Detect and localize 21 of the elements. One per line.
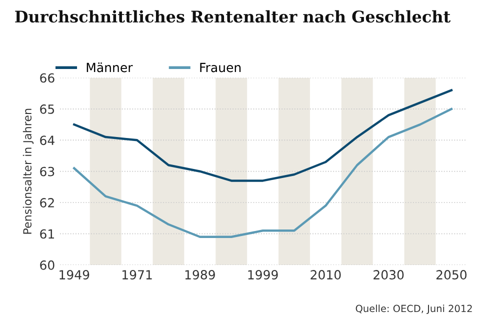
y-tick-label: 60	[40, 260, 54, 270]
y-axis-title: Pensionsalter in Jahren	[22, 108, 34, 234]
y-tick-label: 62	[40, 198, 54, 208]
legend-label: Frauen	[200, 62, 241, 72]
y-tick-label: 65	[40, 104, 54, 114]
y-tick-label: 64	[40, 136, 54, 146]
line-series	[73, 108, 453, 238]
y-tick-label: 66	[40, 73, 54, 83]
x-tick-label: 1971	[122, 270, 152, 280]
x-tick-label: 2030	[374, 270, 404, 280]
y-tick-label: 61	[40, 229, 54, 239]
x-tick-label: 2050	[436, 270, 467, 280]
legend-label: Männer	[86, 62, 133, 72]
x-tick-label: 1999	[248, 270, 278, 280]
y-tick-label: 63	[40, 166, 54, 176]
source-note: Quelle: OECD, Juni 2012	[356, 304, 472, 314]
chart-title: Durchschnittliches Rentenalter nach Geschlecht	[15, 10, 451, 23]
x-tick-label: 1989	[185, 270, 215, 280]
line-series	[73, 89, 453, 182]
x-tick-label: 1949	[60, 270, 90, 280]
x-tick-label: 2010	[310, 270, 341, 280]
